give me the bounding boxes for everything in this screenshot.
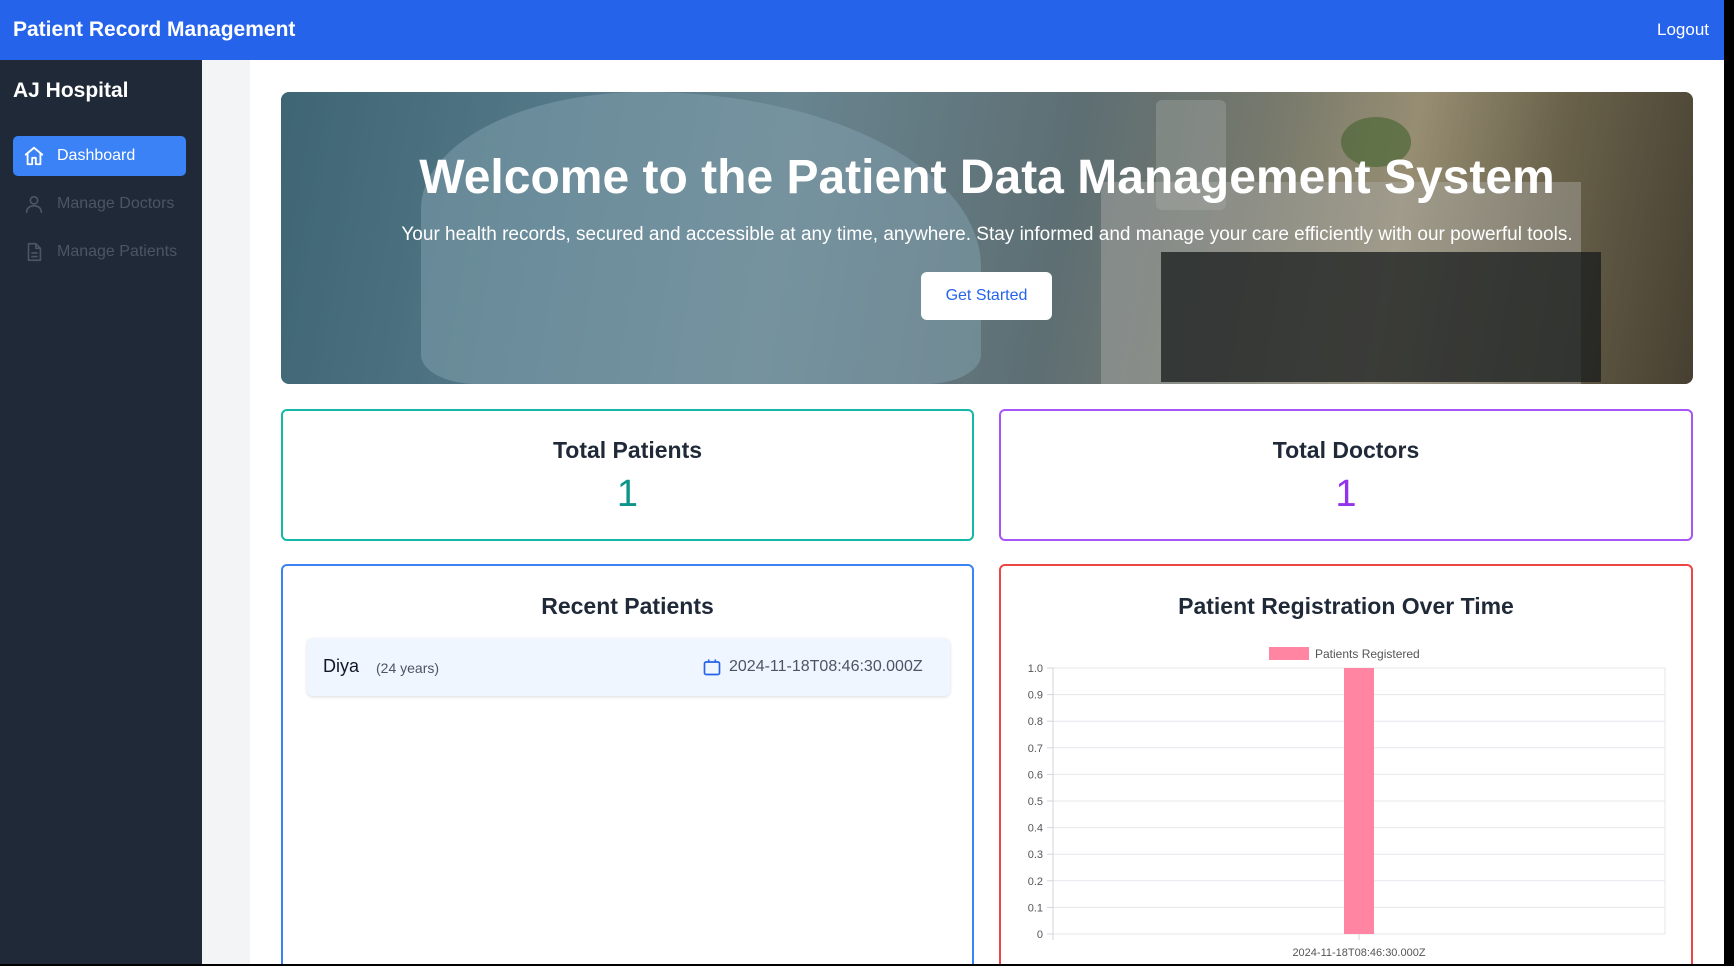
calendar-icon bbox=[702, 657, 722, 677]
total-doctors-value: 1 bbox=[1335, 473, 1357, 515]
hero-plant bbox=[1341, 117, 1411, 167]
y-tick-label: 0.1 bbox=[1028, 902, 1043, 914]
x-tick-label: 2024-11-18T08:46:30.000Z bbox=[1292, 947, 1425, 959]
y-tick-label: 0.2 bbox=[1028, 876, 1043, 888]
y-tick-label: 0.8 bbox=[1028, 716, 1043, 728]
y-tick-label: 1.0 bbox=[1028, 663, 1043, 675]
total-doctors-label: Total Doctors bbox=[1272, 437, 1420, 463]
logout-button[interactable]: Logout bbox=[1657, 20, 1709, 39]
home-icon bbox=[23, 145, 45, 167]
registration-chart: Patients Registered 0 0.1 0.2 0.3 0.4 0.5 0.6 0.… bbox=[1028, 647, 1666, 959]
patient-name: Diya bbox=[323, 656, 360, 676]
sidebar-item-dashboard[interactable]: Dashboard bbox=[13, 136, 186, 176]
sidebar-item-label: Manage Doctors bbox=[57, 195, 175, 212]
hero-subtitle: Your health records, secured and accessi… bbox=[401, 224, 1573, 245]
app-title: Patient Record Management bbox=[13, 18, 296, 41]
y-tick-label: 0.6 bbox=[1028, 769, 1043, 781]
document-icon bbox=[23, 241, 45, 263]
main-content: Welcome to the Patient Data Management S… bbox=[250, 60, 1724, 964]
sidebar-item-manage-doctors[interactable]: Manage Doctors bbox=[13, 184, 186, 224]
total-doctors-card: Total Doctors 1 bbox=[999, 409, 1693, 541]
patient-age: (24 years) bbox=[376, 660, 440, 676]
recent-patients-title: Recent Patients bbox=[541, 593, 714, 619]
list-item[interactable]: Diya (24 years) 2024-11-18T08:46:30.000Z bbox=[307, 638, 950, 696]
legend-swatch bbox=[1269, 647, 1309, 660]
y-tick-label: 0.5 bbox=[1028, 796, 1043, 808]
get-started-button[interactable]: Get Started bbox=[921, 272, 1052, 320]
sidebar-item-label: Manage Patients bbox=[57, 243, 178, 260]
window-edge-bottom bbox=[0, 964, 1734, 966]
y-tick-label: 0.3 bbox=[1028, 849, 1043, 861]
sidebar-item-manage-patients[interactable]: Manage Patients bbox=[13, 232, 186, 272]
recent-patients-card: Recent Patients Diya (24 years) 2024-11-… bbox=[281, 564, 974, 964]
legend-label: Patients Registered bbox=[1315, 647, 1420, 661]
hero-title: Welcome to the Patient Data Management S… bbox=[419, 151, 1555, 204]
y-tick-label: 0 bbox=[1037, 929, 1043, 941]
hero-glass bbox=[1156, 100, 1226, 210]
registration-chart-card: Patient Registration Over Time Patients … bbox=[999, 564, 1693, 964]
hero-nightstand-shelf bbox=[1161, 252, 1601, 382]
total-patients-card: Total Patients 1 bbox=[281, 409, 974, 541]
sidebar-item-label: Dashboard bbox=[57, 147, 136, 164]
window-edge bbox=[1724, 0, 1734, 966]
patient-registration-date: 2024-11-18T08:46:30.000Z bbox=[729, 658, 923, 675]
y-tick-label: 0.9 bbox=[1028, 690, 1043, 702]
hero-overlay bbox=[281, 92, 1693, 384]
hospital-name: AJ Hospital bbox=[13, 79, 129, 102]
y-tick-label: 0.4 bbox=[1028, 823, 1043, 835]
hero-banner: Welcome to the Patient Data Management S… bbox=[281, 92, 1693, 384]
chart-title: Patient Registration Over Time bbox=[1178, 593, 1514, 619]
total-patients-label: Total Patients bbox=[552, 437, 703, 463]
y-tick-label: 0.7 bbox=[1028, 743, 1043, 755]
bar bbox=[1344, 668, 1374, 934]
sidebar: AJ Hospital Dashboard Manage Doctors Man… bbox=[0, 60, 202, 964]
user-icon bbox=[23, 193, 45, 215]
top-navbar: Patient Record Management Logout bbox=[0, 0, 1724, 60]
content-gutter bbox=[202, 60, 250, 964]
total-patients-value: 1 bbox=[616, 473, 639, 515]
